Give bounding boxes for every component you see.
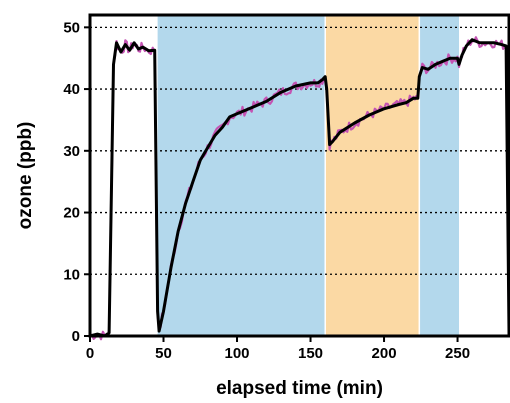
x-axis-title: elapsed time (min) [216,378,383,399]
x-tick-label: 100 [225,345,250,362]
y-tick-label: 0 [72,328,80,345]
x-tick-label: 250 [445,345,470,362]
y-tick-label: 20 [63,205,80,222]
x-tick-label: 200 [372,345,397,362]
plot-frame [88,13,510,338]
y-tick-label: 30 [63,143,80,160]
x-tick-label: 0 [86,345,94,362]
treatment-bands [157,15,460,336]
y-tick-label: 10 [63,266,80,283]
band-0 [157,15,326,336]
series-layer [88,36,510,341]
x-tick-label: 150 [298,345,323,362]
x-tick-label: 50 [155,345,172,362]
y-tick-label: 50 [63,19,80,36]
band-1 [325,15,420,336]
smoothed-ozone-line [88,38,510,338]
y-tick-label: 40 [63,81,80,98]
axis-ticks: 0 50 100 150 200 250 0 10 20 30 40 50 [63,19,470,362]
y-axis-title: ozone (ppb) [15,122,36,230]
